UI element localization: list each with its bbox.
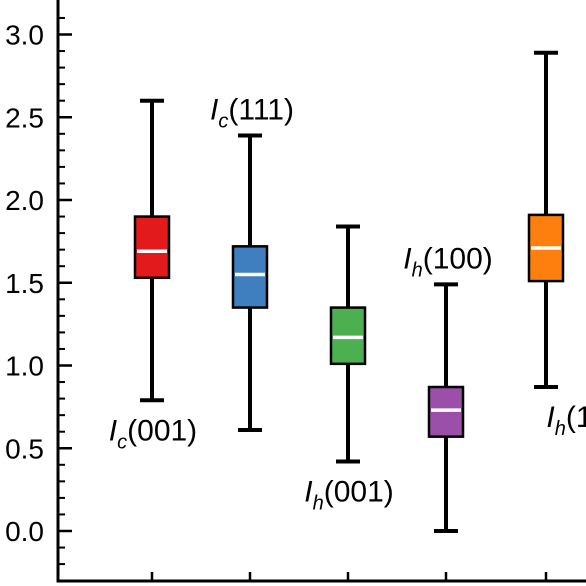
box-Ih(110) [527,50,565,390]
label-subscript: h [313,492,324,514]
box-Ih(100) [427,282,465,533]
y-tick-label: 1.5 [5,268,44,299]
plot-frame [56,0,586,583]
label-index: (100) [423,242,493,275]
box-series [133,50,565,533]
y-tick-label: 0.5 [5,433,44,464]
box-label: Ih(100) [403,242,493,281]
y-axis-ticks: 0.0 0.5 1.0 1.5 2.0 2.5 3.0 [5,16,72,566]
box-iqr [133,215,171,280]
box-iqr [231,245,269,309]
box-Ih(001) [329,224,367,464]
box-Ic(001) [133,98,171,403]
plot-axes [56,0,586,583]
label-index: (001) [324,475,394,508]
box-label: Ih(001) [304,475,394,514]
label-symbol: I [304,475,312,508]
label-index: (110) [566,401,586,434]
label-index: (111) [228,93,294,126]
label-subscript: c [218,110,228,132]
label-symbol: I [546,401,554,434]
y-tick-label: 2.5 [5,102,44,133]
box-label: Ih(110) [546,401,586,440]
label-subscript: h [555,418,566,440]
y-tick-label: 2.0 [5,185,44,216]
y-tick-label: 1.0 [5,351,44,382]
label-subscript: c [117,431,127,453]
label-index: (001) [127,414,197,447]
label-symbol: I [109,414,117,447]
label-symbol: I [403,242,411,275]
box-label: Ic(111) [210,93,294,132]
box-Ic(111) [231,133,269,433]
box-label: Ic(001) [109,414,197,453]
y-tick-label: 3.0 [5,20,44,51]
label-subscript: h [412,259,423,281]
label-symbol: I [210,93,218,126]
box-labels: Ic(001)Ic(111)Ih(001)Ih(100)Ih(110) [109,93,586,514]
y-tick-label: 0.0 [5,516,44,547]
